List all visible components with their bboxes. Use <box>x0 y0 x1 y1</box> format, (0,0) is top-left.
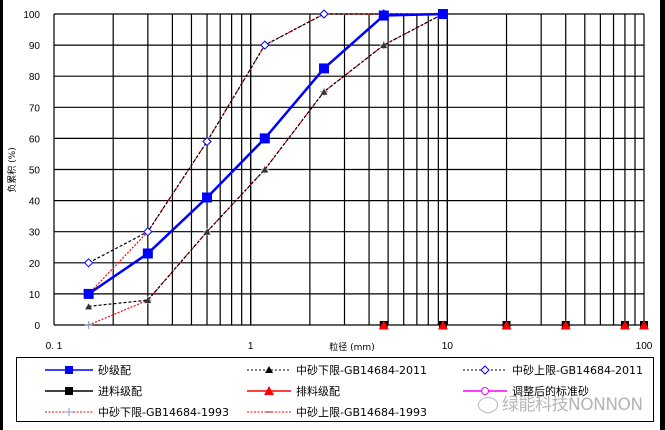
left-border <box>0 0 3 430</box>
triangle-marker-icon <box>144 297 152 304</box>
square-marker-icon <box>142 248 153 259</box>
y-tick-label: 90 <box>29 41 41 52</box>
y-tick-label: 0 <box>34 321 40 332</box>
legend-item-sand-gradation: 砂级配 <box>45 361 131 379</box>
y-tick-label: 50 <box>29 166 41 177</box>
y-tick-label: 80 <box>29 72 41 83</box>
legend-label: 中砂下限-GB14684-1993 <box>98 406 229 419</box>
legend-swatch-magenta-circle-icon <box>463 387 507 395</box>
triangle-marker-icon <box>85 303 93 310</box>
y-tick-label: 100 <box>23 10 40 21</box>
y-tick-label: 70 <box>29 103 41 114</box>
legend-swatch-black-square-icon <box>45 387 93 395</box>
legend-swatch-red-dotted-icon <box>247 411 291 413</box>
y-tick-label: 20 <box>29 259 41 270</box>
triangle-marker-icon <box>619 320 630 330</box>
x-tick-label: 0. 1 <box>46 341 63 352</box>
square-marker-icon <box>319 63 330 74</box>
y-axis-title: 负累积 (%) <box>6 147 18 192</box>
triangle-marker-icon <box>378 320 389 330</box>
square-marker-icon <box>378 10 389 21</box>
legend-item-lower-2011: 中砂下限-GB14684-2011 <box>247 361 427 379</box>
x-axis-title: 粒径 (mm) <box>329 341 374 353</box>
triangle-marker-icon <box>320 88 328 95</box>
square-marker-icon <box>437 9 448 19</box>
legend-item-upper-1993: 中砂上限-GB14684-1993 <box>247 403 427 421</box>
gradation-chart: 0 10 20 30 40 50 60 70 80 90 100 0. 1 1 10 100 粒径 (mm) 负… <box>6 9 653 353</box>
legend-label: 中砂上限-GB14684-2011 <box>512 364 643 377</box>
legend-label: 中砂上限-GB14684-1993 <box>296 406 427 419</box>
y-tick-label: 30 <box>29 228 41 239</box>
watermark: 绿能科技NONNON <box>478 390 643 415</box>
legend-label: 进料级配 <box>98 385 142 398</box>
y-tick-label: 40 <box>29 197 41 208</box>
series-4 <box>378 320 649 330</box>
wechat-icon <box>478 397 498 413</box>
diamond-marker-icon <box>319 9 329 19</box>
grid-lines <box>53 13 645 326</box>
triangle-marker-icon <box>437 320 448 330</box>
triangle-marker-icon <box>380 42 388 49</box>
triangle-marker-icon <box>203 228 211 235</box>
series-7 <box>85 12 446 296</box>
legend-swatch-plus-icon <box>45 408 93 416</box>
chart-legend: 砂级配 中砂下限-GB14684-2011 中砂上限-GB14684-2011 … <box>16 357 654 422</box>
legend-item-lower-1993: 中砂下限-GB14684-1993 <box>45 403 229 421</box>
legend-label: 砂级配 <box>98 364 131 377</box>
legend-item-discharge-gradation: 排料级配 <box>247 382 340 400</box>
legend-label: 调整后的标准砂 <box>512 385 589 398</box>
legend-label: 排料级配 <box>296 385 340 398</box>
legend-item-feed-gradation: 进料级配 <box>45 382 142 400</box>
triangle-marker-icon <box>501 320 512 330</box>
series-1 <box>85 11 447 310</box>
x-tick-label: 100 <box>636 341 653 352</box>
legend-item-adjusted-standard-sand: 调整后的标准砂 <box>463 382 589 400</box>
diamond-marker-icon <box>83 258 94 268</box>
diamond-marker-icon <box>260 40 270 50</box>
series-0 <box>83 9 448 299</box>
legend-label: 中砂下限-GB14684-2011 <box>296 364 427 377</box>
triangle-marker-icon <box>261 166 269 173</box>
x-tick-label: 1 <box>248 341 254 352</box>
y-tick-label: 60 <box>29 134 41 145</box>
legend-item-upper-2011: 中砂上限-GB14684-2011 <box>463 361 643 379</box>
right-border <box>660 0 665 430</box>
watermark-text: 绿能科技NONNON <box>502 395 643 415</box>
triangle-marker-icon <box>560 320 571 330</box>
square-marker-icon <box>83 288 94 299</box>
square-marker-icon <box>259 133 270 144</box>
triangle-marker-icon <box>639 320 649 330</box>
legend-swatch-blue-square-icon <box>45 366 93 374</box>
legend-swatch-red-triangle-icon <box>247 386 291 395</box>
y-tick-label: 10 <box>29 290 41 301</box>
diamond-marker-icon <box>143 226 153 237</box>
legend-swatch-black-triangle-icon <box>247 366 291 373</box>
x-tick-label: 10 <box>442 341 454 352</box>
diamond-marker-icon <box>202 136 212 147</box>
legend-swatch-diamond-icon <box>463 365 507 375</box>
square-marker-icon <box>202 192 213 203</box>
